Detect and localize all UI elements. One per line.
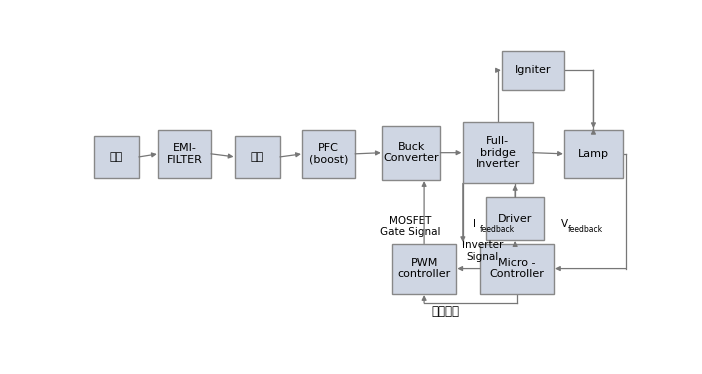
Text: PWM
controller: PWM controller xyxy=(397,258,451,279)
FancyBboxPatch shape xyxy=(94,136,139,178)
Text: Micro -
Controller: Micro - Controller xyxy=(489,258,544,279)
FancyBboxPatch shape xyxy=(303,129,355,178)
Text: EMI-
FILTER: EMI- FILTER xyxy=(166,143,203,165)
FancyBboxPatch shape xyxy=(564,129,623,178)
Text: PFC
(boost): PFC (boost) xyxy=(309,143,348,165)
FancyBboxPatch shape xyxy=(503,51,564,89)
FancyBboxPatch shape xyxy=(392,243,456,294)
Text: Driver: Driver xyxy=(498,214,532,224)
Text: Buck
Converter: Buck Converter xyxy=(383,142,439,163)
Text: 전원: 전원 xyxy=(110,152,123,162)
Text: Inverter
Signal: Inverter Signal xyxy=(461,240,503,262)
Text: MOSFET
Gate Signal: MOSFET Gate Signal xyxy=(380,216,440,237)
FancyBboxPatch shape xyxy=(235,136,280,178)
FancyBboxPatch shape xyxy=(463,122,533,184)
FancyBboxPatch shape xyxy=(383,126,440,180)
Text: V: V xyxy=(560,218,568,229)
Text: Lamp: Lamp xyxy=(578,149,609,159)
Text: 정류: 정류 xyxy=(251,152,264,162)
Text: Igniter: Igniter xyxy=(515,65,552,75)
FancyBboxPatch shape xyxy=(486,197,544,240)
Text: I: I xyxy=(473,218,476,229)
FancyBboxPatch shape xyxy=(480,243,553,294)
Text: feedback: feedback xyxy=(568,225,603,234)
Text: Full-
bridge
Inverter: Full- bridge Inverter xyxy=(475,136,520,169)
FancyBboxPatch shape xyxy=(158,129,211,178)
Text: feedback: feedback xyxy=(480,225,515,234)
Text: 기준전압: 기준전압 xyxy=(432,305,460,318)
